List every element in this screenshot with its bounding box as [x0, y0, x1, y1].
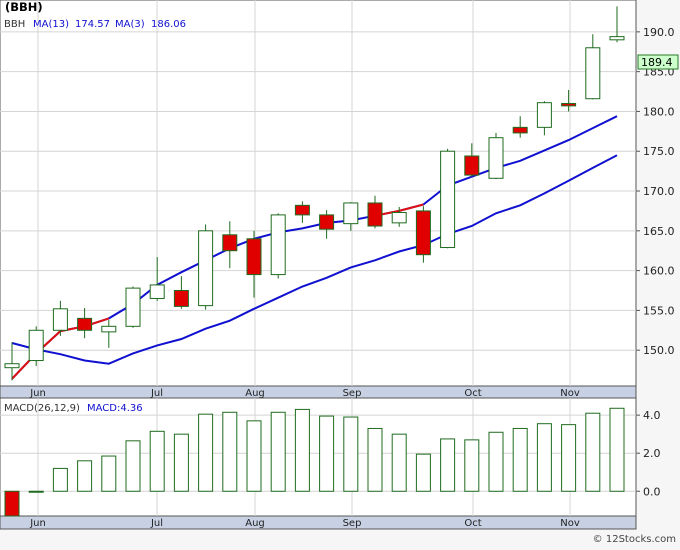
macd-x-tick-label: Jul [150, 518, 163, 529]
candle-body-down [77, 317, 93, 331]
ma13-line [11, 115, 618, 380]
price-x-tick-label: Nov [560, 388, 580, 399]
candle-body-down [464, 155, 480, 176]
candle-body-down [512, 126, 528, 134]
macd-bar [440, 438, 456, 492]
macd-bar [391, 433, 407, 492]
macd-bar [536, 423, 552, 492]
macd-bar [512, 427, 528, 492]
macd-bar [609, 407, 625, 492]
macd-bar [4, 490, 20, 517]
macd-y-tick-label: 4.0 [643, 409, 661, 422]
candle-body-up [609, 36, 625, 41]
candle-body-up [343, 202, 359, 225]
macd-bar [294, 408, 310, 492]
macd-bar [488, 431, 504, 492]
candle-body-up [4, 363, 20, 369]
macd-y-tick-label: 0.0 [643, 485, 661, 498]
candle-body-up [149, 284, 165, 299]
price-y-tick-label: 170.0 [643, 185, 675, 198]
macd-bar [415, 453, 431, 492]
legend-ma13-value: 174.57 [75, 19, 110, 30]
candle-body-up [28, 329, 44, 362]
macd-x-tick-label: Sep [343, 518, 362, 529]
price-y-tick-label: 150.0 [643, 344, 675, 357]
candlesticks [4, 6, 625, 381]
macd-bar [343, 416, 359, 492]
macd-bar [319, 415, 335, 492]
candle-body-down [173, 290, 189, 307]
macd-bar [270, 411, 286, 492]
candle-body-up [585, 47, 601, 100]
macd-x-tick-label: Aug [245, 518, 265, 529]
price-y-tick-label: 165.0 [643, 225, 675, 238]
macd-bar [173, 433, 189, 492]
chart-title: (BBH) [5, 0, 43, 14]
last-price-box [637, 54, 679, 70]
candle-body-down [561, 102, 577, 107]
macd-bar [222, 411, 238, 492]
macd-date-band [0, 515, 637, 530]
price-y-tick-label: 175.0 [643, 145, 675, 158]
price-y-tick-label: 155.0 [643, 304, 675, 317]
candle-body-up [101, 325, 117, 333]
candle-body-up [440, 150, 456, 249]
watermark: © 12Stocks.com [593, 534, 676, 545]
macd-bar [101, 455, 117, 492]
macd-bar [367, 427, 383, 492]
macd-bar [198, 413, 214, 492]
macd-bar [149, 430, 165, 492]
price-x-tick-label: Sep [343, 388, 362, 399]
macd-bar [561, 424, 577, 492]
candle-body-down [222, 234, 238, 252]
legend-ma3-value: 186.06 [151, 19, 186, 30]
legend-ma13-label: MA(13) [33, 19, 69, 30]
price-x-tick-label: Jul [150, 388, 163, 399]
candle-body-up [391, 212, 407, 224]
price-date-band [0, 385, 637, 399]
macd-bar [585, 412, 601, 492]
candle-body-up [488, 137, 504, 179]
candle-body-down [246, 238, 262, 276]
price-y-tick-label: 190.0 [643, 26, 675, 39]
macd-y-tick-label: 2.0 [643, 447, 661, 460]
candle-body-down [294, 204, 310, 216]
price-x-tick-label: Aug [245, 388, 265, 399]
candle-body-up [536, 102, 552, 128]
macd-x-tick-label: Jun [29, 518, 46, 529]
axis-labels: 150.0155.0160.0165.0170.0175.0180.0185.0… [29, 26, 674, 529]
price-y-tick-label: 180.0 [643, 105, 675, 118]
price-y-tick-label: 160.0 [643, 265, 675, 278]
candle-body-down [415, 210, 431, 256]
macd-label: MACD(26,12,9) [4, 403, 80, 414]
legend-symbol: BBH [4, 19, 25, 30]
legend-ma3-label: MA(3) [115, 19, 145, 30]
macd-bar [28, 490, 44, 493]
macd-x-tick-label: Oct [464, 518, 481, 529]
candle-body-up [52, 308, 68, 331]
price-x-tick-label: Oct [464, 388, 481, 399]
price-x-tick-label: Jun [29, 388, 46, 399]
macd-bar [246, 420, 262, 492]
macd-value-label: MACD:4.36 [87, 403, 143, 414]
last-price-value: 189.4 [641, 56, 673, 69]
macd-bar [125, 440, 141, 492]
candle-body-up [198, 230, 214, 307]
macd-bar [464, 439, 480, 492]
candle-body-down [319, 214, 335, 230]
candle-body-up [125, 287, 141, 327]
price-panel [0, 0, 637, 387]
macd-bar [52, 467, 68, 492]
candle-body-down [367, 202, 383, 227]
macd-bar [77, 460, 93, 492]
macd-bars [4, 407, 625, 517]
candle-body-up [270, 214, 286, 276]
ma3-line [11, 154, 618, 365]
macd-x-tick-label: Nov [560, 518, 580, 529]
